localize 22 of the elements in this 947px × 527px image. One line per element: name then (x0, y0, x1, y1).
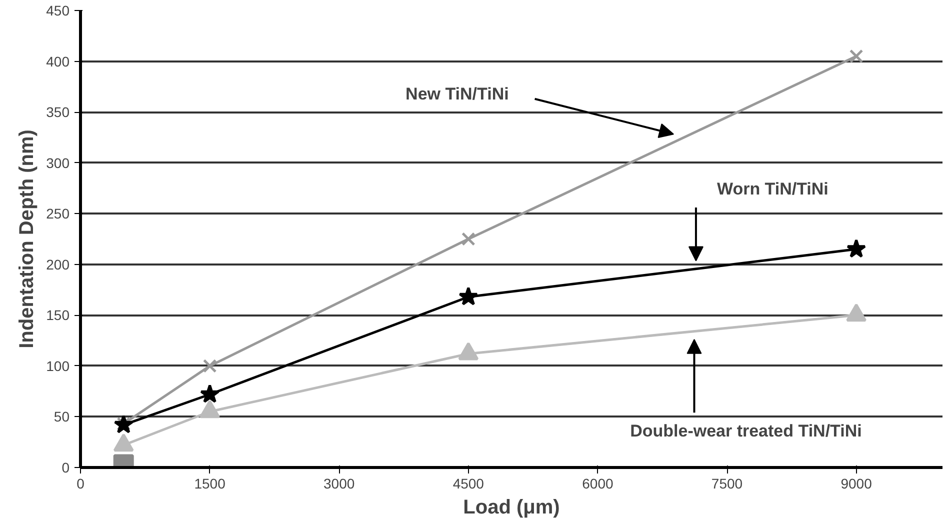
x-tick-label: 7500 (711, 476, 743, 492)
x-tick-label: 6000 (582, 476, 614, 492)
annotation: New TiN/TiNi (406, 84, 509, 104)
annotation: Worn TiN/TiNi (716, 180, 828, 199)
y-tick-label: 200 (46, 256, 70, 272)
x-tick-label: 3000 (324, 476, 355, 492)
y-tick-label: 100 (46, 358, 70, 374)
y-tick-label: 50 (54, 408, 70, 425)
x-tick-label: 0 (76, 476, 85, 492)
x-axis-title: Load (μm) (463, 496, 560, 518)
y-tick-label: 450 (46, 2, 70, 18)
y-tick-label: 250 (46, 206, 70, 222)
y-axis-title: Indentation Depth (nm) (16, 130, 38, 348)
y-tick-label: 0 (62, 460, 70, 476)
annotation: Double-wear treated TiN/TiNi (630, 421, 862, 440)
x-tick-label: 4500 (452, 476, 484, 492)
y-tick-label: 300 (46, 154, 70, 171)
x-tick-label: 9000 (840, 476, 872, 492)
y-tick-label: 400 (46, 53, 70, 70)
y-tick-label: 350 (46, 104, 70, 120)
y-tick-label: 150 (46, 307, 70, 324)
x-tick-label: 1500 (194, 476, 226, 492)
